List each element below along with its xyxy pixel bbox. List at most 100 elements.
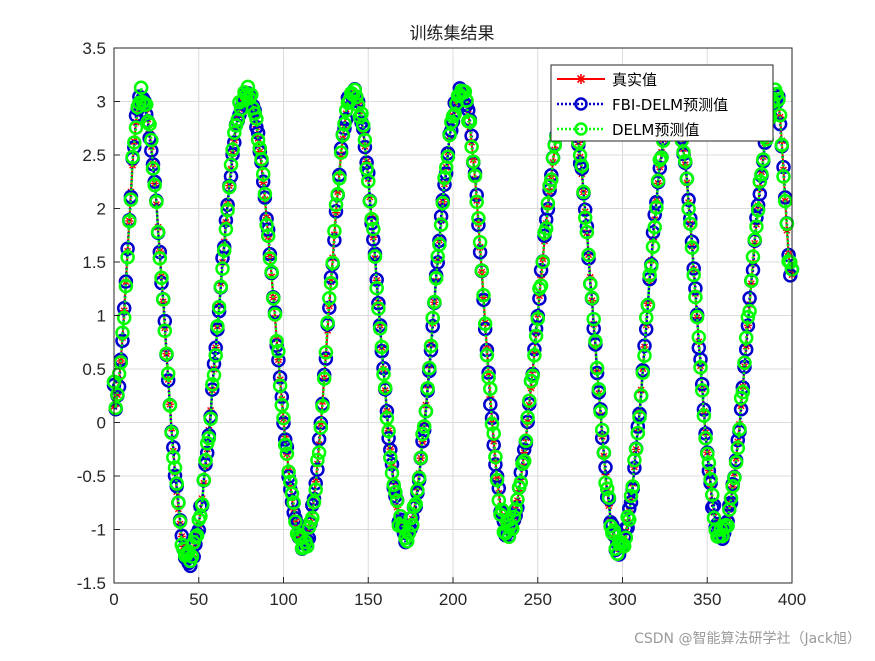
delm-point <box>244 87 259 102</box>
fbi-point <box>476 292 491 307</box>
delm-point <box>116 310 132 326</box>
delm-point <box>150 224 166 240</box>
delm-point <box>483 381 498 397</box>
delm-point <box>308 482 323 497</box>
delm-point <box>683 216 698 232</box>
x-tick-label: 150 <box>354 590 382 609</box>
y-tick-label: 2.5 <box>82 146 106 165</box>
delm-point <box>328 197 344 212</box>
delm-point <box>206 367 222 383</box>
fbi-point <box>383 442 398 458</box>
delm-point <box>422 360 437 376</box>
delm-point <box>645 239 661 254</box>
delm-point <box>267 307 283 322</box>
fbi-point <box>425 318 440 334</box>
legend-label-fbi: FBI-DELM预测值 <box>612 96 728 114</box>
delm-point <box>420 381 435 396</box>
delm-point <box>579 224 595 240</box>
delm-point <box>428 271 444 286</box>
delm-point <box>677 153 693 169</box>
x-tick-label: 200 <box>439 590 467 609</box>
delm-point <box>577 210 593 226</box>
delm-point <box>349 89 364 105</box>
delm-point <box>735 384 751 400</box>
delm-point <box>423 338 439 354</box>
delm-point <box>744 273 759 289</box>
fbi-point <box>686 261 701 276</box>
delm-point <box>462 114 478 130</box>
fbi-point <box>694 376 710 392</box>
delm-point <box>544 172 559 187</box>
delm-point <box>327 223 342 239</box>
delm-point <box>581 247 596 263</box>
fbi-point <box>144 143 159 158</box>
series-delm <box>106 79 800 569</box>
delm-point <box>644 259 659 274</box>
y-tick-label: -1 <box>91 521 106 540</box>
x-tick-label: 250 <box>524 590 552 609</box>
delm-point <box>194 497 210 512</box>
delm-point <box>269 333 284 349</box>
fbi-point <box>379 404 395 419</box>
delm-point <box>138 97 154 112</box>
delm-point <box>591 381 607 397</box>
delm-point <box>508 502 523 517</box>
delm-point <box>650 173 666 189</box>
delm-point <box>127 135 142 150</box>
delm-point <box>464 139 479 155</box>
delm-point <box>425 310 440 326</box>
delm-point <box>649 200 664 215</box>
delm-point <box>159 346 174 362</box>
delm-point <box>700 446 715 462</box>
delm-point <box>315 398 330 414</box>
delm-point <box>622 512 637 527</box>
legend-entry-fbi: FBI-DELM预测值 <box>557 96 728 114</box>
delm-point <box>779 216 795 231</box>
delm-point <box>144 132 159 148</box>
delm-point <box>593 404 608 419</box>
delm-point <box>488 449 503 465</box>
delm-point <box>383 450 398 465</box>
delm-point <box>318 345 334 360</box>
delm-point <box>162 398 178 413</box>
delm-point <box>408 496 423 512</box>
delm-point <box>260 228 276 244</box>
delm-point <box>364 211 379 227</box>
delm-point <box>418 403 434 419</box>
fbi-point <box>174 528 190 543</box>
delm-point <box>754 166 769 182</box>
delm-point <box>122 213 137 229</box>
delm-point <box>522 393 537 408</box>
delm-point <box>737 355 752 370</box>
delm-point <box>149 194 164 210</box>
y-tick-label: 0 <box>97 414 106 433</box>
delm-point <box>596 445 612 460</box>
delm-point <box>728 455 744 470</box>
watermark: CSDN @智能算法研学社（Jack旭） <box>634 631 861 647</box>
delm-point <box>435 195 451 211</box>
delm-point <box>772 107 788 123</box>
fbi-point <box>271 352 286 368</box>
delm-point <box>313 420 329 435</box>
delm-point <box>583 276 598 292</box>
fbi-point <box>120 241 135 256</box>
delm-point <box>362 194 378 209</box>
y-tick-label: 1 <box>97 307 106 326</box>
delm-point <box>238 87 254 103</box>
delm-point <box>489 472 505 488</box>
legend-label-delm: DELM预测值 <box>612 121 699 139</box>
delm-point <box>305 510 320 526</box>
delm-point <box>574 158 590 174</box>
delm-point <box>576 184 591 200</box>
delm-point <box>216 243 232 258</box>
delm-point <box>684 240 700 255</box>
delm-point <box>208 348 223 363</box>
delm-point <box>377 380 393 396</box>
delm-point <box>142 117 157 132</box>
delm-point <box>299 538 315 554</box>
delm-point <box>386 477 401 493</box>
delm-point <box>381 423 396 439</box>
delm-point <box>113 355 129 370</box>
delm-point <box>528 328 544 344</box>
